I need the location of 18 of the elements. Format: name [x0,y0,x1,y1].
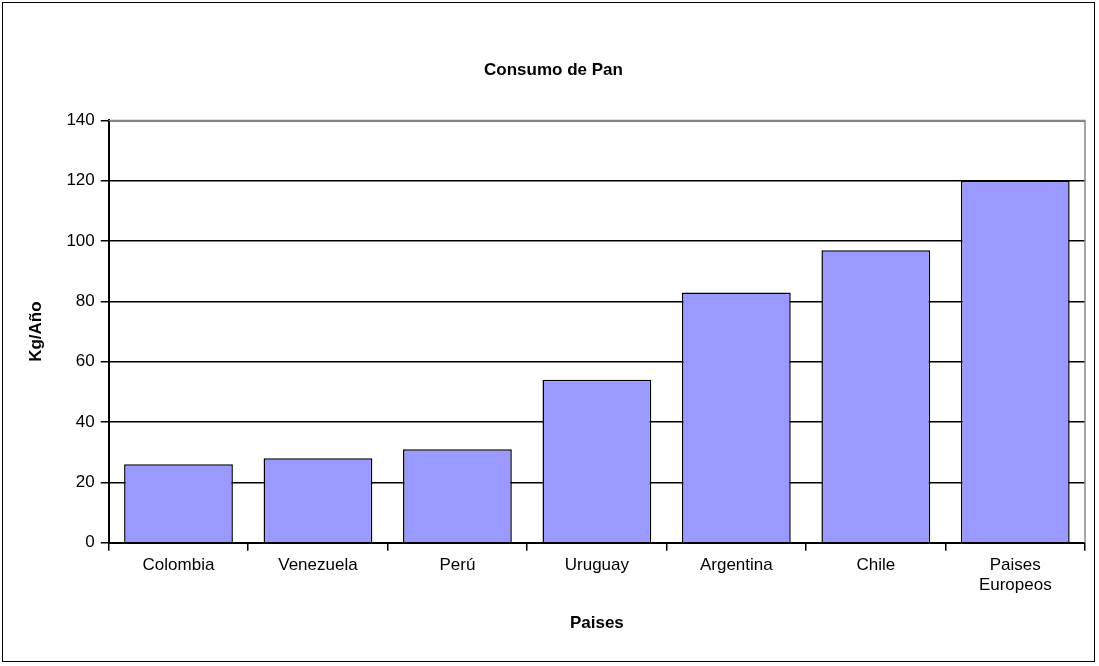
x-tick-label: Uruguay [564,554,630,574]
x-tick-label: Perú [439,554,476,574]
x-tick-label: Chile [856,554,896,574]
y-tick-label: 100 [66,230,95,250]
y-tick-label: 60 [75,351,95,371]
y-tick-label: 140 [66,110,95,130]
x-axis-title: Paises [569,613,624,633]
y-tick-label: 20 [75,472,95,492]
y-tick-label: 0 [85,532,95,552]
chart-title: Consumo de Pan [484,59,623,79]
x-tick-label: Argentina [699,554,774,574]
x-tick-label: Colombia [142,554,215,574]
x-tick-label: Venezuela [278,554,359,574]
y-tick-label: 40 [75,411,95,431]
x-tick-label: Paises Europeos [978,554,1052,595]
y-tick-label: 120 [66,170,95,190]
y-tick-label: 80 [75,291,95,311]
y-axis-title: Kg/Año [25,301,45,362]
